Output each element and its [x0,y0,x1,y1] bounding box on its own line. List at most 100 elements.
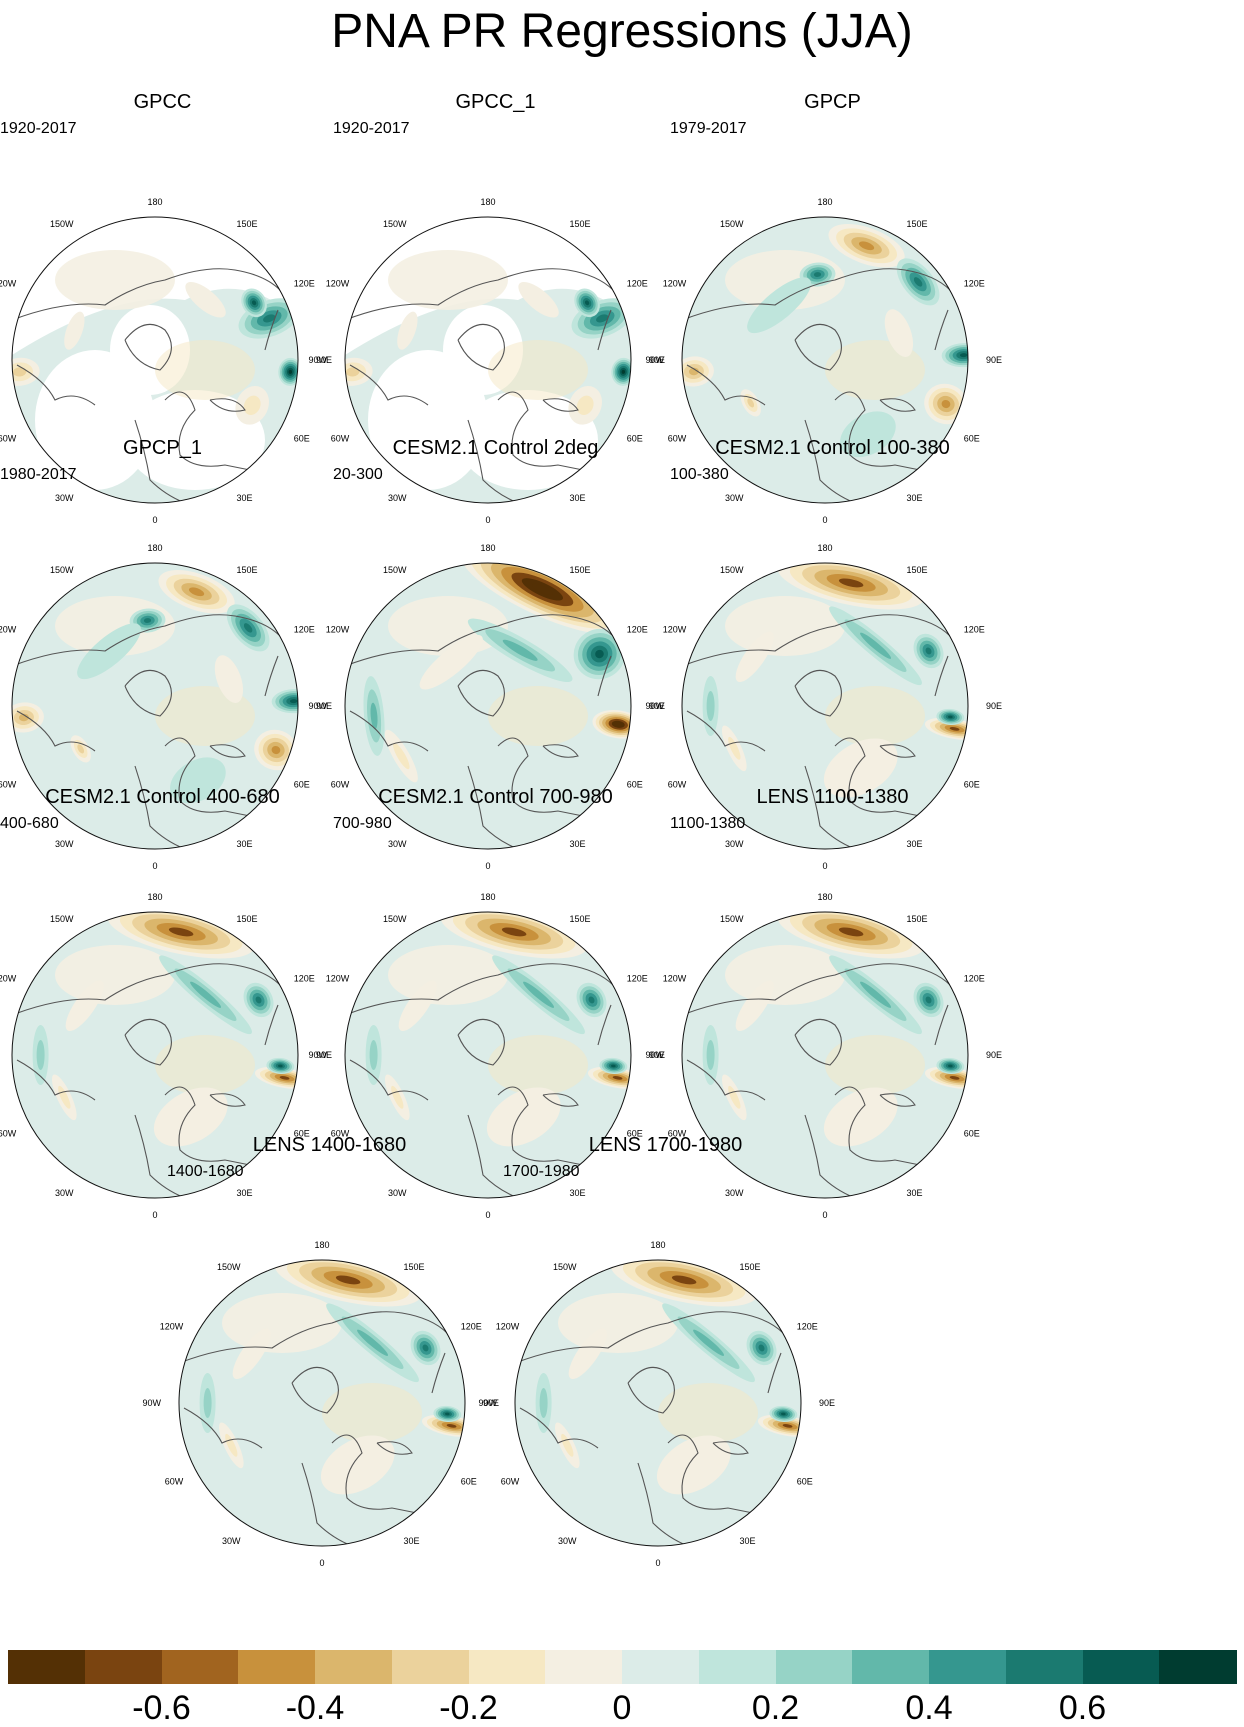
longitude-label: 90E [316,1050,332,1060]
longitude-label: 180 [314,1240,329,1250]
longitude-label: 150E [237,914,258,924]
polar-map: 180 150E 120E 90E 60E 30E 0 30W 60W 90W 120W 150W [308,197,665,525]
longitude-label: 30E [907,493,923,503]
polar-map: 180 150E 120E 90E 60E 30E 0 30W 60W 90W 120W 150W [645,543,1002,871]
longitude-label: 120W [0,625,17,635]
longitude-label: 120W [496,1322,520,1332]
longitude-label: 60W [0,780,17,790]
colorbar-bin [238,1650,316,1684]
map-panel: CESM2.1 Control 100-380 100-380 180 150E 120… [645,436,1030,871]
longitude-label: 120W [663,279,687,289]
polar-map: 180 150E 120E 90E 60E 30E 0 30W 60W 90W 120W 150W [0,543,332,871]
longitude-label: 30E [907,839,923,849]
colorbar-bin [698,1650,776,1684]
panel-title: GPCP [804,91,861,113]
colorbar-bin [391,1650,469,1684]
longitude-label: 60W [668,434,687,444]
longitude-label: 180 [817,892,832,902]
longitude-label: 0 [485,861,490,871]
longitude-label: 30W [725,1188,744,1198]
longitude-label: 120E [627,974,648,984]
longitude-label: 150W [553,1262,577,1272]
longitude-label: 120W [663,974,687,984]
longitude-label: 90W [645,355,664,365]
longitude-label: 180 [650,1240,665,1250]
longitude-label: 30E [907,1188,923,1198]
longitude-label: 180 [817,197,832,207]
longitude-label: 60W [331,434,350,444]
longitude-label: 60E [294,434,310,444]
longitude-label: 60W [668,780,687,790]
longitude-label: 150W [50,219,74,229]
longitude-label: 120E [627,625,648,635]
panel-period: 1400-1680 [167,1163,244,1180]
longitude-label: 60E [294,780,310,790]
longitude-label: 150E [907,914,928,924]
longitude-label: 60E [964,1129,980,1139]
map-panel: GPCP 1979-2017 180 150E 120E 90E 60E 30E 0 30W 60W… [645,90,1030,525]
longitude-label: 180 [147,892,162,902]
colorbar-bin [161,1650,239,1684]
map-panel: GPCC_1 1920-2017 180 150E 120E 90E 60E 30E 0 30W 6… [308,90,693,525]
longitude-label: 90E [649,355,665,365]
longitude-label: 120E [964,279,985,289]
panel-period: 1979-2017 [670,120,747,137]
longitude-label: 30W [388,839,407,849]
longitude-label: 180 [817,543,832,553]
longitude-label: 120E [294,625,315,635]
longitude-label: 150W [720,219,744,229]
longitude-label: 120E [461,1322,482,1332]
map-panel: LENS 1700-1980 1700-1980 180 150E 120E 90E 60E… [478,1133,863,1568]
colorbar-tick-label: 0 [612,1689,632,1727]
longitude-label: 180 [147,197,162,207]
longitude-label: 150W [720,565,744,575]
panel-title: GPCC [133,91,192,113]
longitude-label: 30E [570,1188,586,1198]
longitude-label: 0 [655,1558,660,1568]
panel-title: GPCC_1 [455,91,536,113]
longitude-label: 90E [483,1398,499,1408]
colorbar-bin [929,1650,1007,1684]
longitude-label: 0 [822,861,827,871]
colorbar-tick-label: 0.4 [905,1689,953,1727]
panel-title: CESM2.1 Control 700-980 [378,786,613,808]
map-panel: CESM2.1 Control 400-680 400-680 180 150E 120… [0,785,360,1220]
longitude-label: 150E [907,219,928,229]
longitude-label: 0 [822,515,827,525]
polar-map: 180 150E 120E 90E 60E 30E 0 30W 60W 90W 120W 150W [308,892,665,1220]
longitude-label: 60E [797,1477,813,1487]
longitude-label: 60W [668,1129,687,1139]
longitude-label: 0 [319,1558,324,1568]
longitude-label: 180 [480,892,495,902]
longitude-label: 0 [152,861,157,871]
panel-title: LENS 1700-1980 [588,1134,743,1156]
longitude-label: 30W [725,493,744,503]
longitude-label: 30W [55,1188,74,1198]
longitude-label: 120W [160,1322,184,1332]
longitude-label: 180 [480,197,495,207]
colorbar-bin [1082,1650,1160,1684]
panel-period: 400-680 [0,815,59,832]
longitude-label: 60E [627,780,643,790]
panel-title: CESM2.1 Control 400-680 [45,786,280,808]
longitude-label: 120W [326,974,350,984]
longitude-label: 120E [797,1322,818,1332]
longitude-label: 30E [404,1536,420,1546]
panel-period: 100-380 [670,466,729,483]
map-panel: LENS 1400-1680 1400-1680 180 150E 120E 90E 60E… [142,1133,527,1568]
polar-map: 180 150E 120E 90E 60E 30E 0 30W 60W 90W 120W 150W [308,543,665,871]
colorbar-bin [1005,1650,1083,1684]
longitude-label: 150E [570,219,591,229]
longitude-label: 90E [649,701,665,711]
longitude-label: 60W [331,1129,350,1139]
longitude-label: 0 [485,515,490,525]
longitude-label: 0 [152,515,157,525]
panel-period: 1920-2017 [0,120,77,137]
longitude-label: 120E [294,279,315,289]
longitude-label: 30E [237,493,253,503]
polar-map: 180 150E 120E 90E 60E 30E 0 30W 60W 90W 120W 150W [478,1240,835,1568]
longitude-label: 90E [819,1398,835,1408]
longitude-label: 60W [501,1477,520,1487]
panel-period: 1980-2017 [0,466,77,483]
colorbar-tick-label: -0.2 [439,1689,498,1727]
